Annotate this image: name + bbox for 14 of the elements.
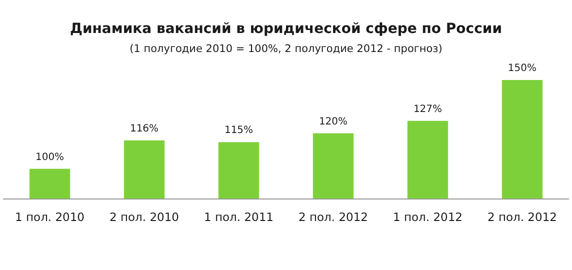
- x-tick-label: 2 пол. 2012: [298, 210, 368, 224]
- x-tick-label: 2 пол. 2010: [110, 210, 179, 224]
- data-label: 120%: [318, 116, 348, 128]
- chart-subtitle: (1 полугодие 2010 = 100%, 2 полугодие 2012 - прогноз): [130, 43, 442, 55]
- x-tick-label: 2 пол. 2012: [487, 210, 557, 224]
- data-label: 116%: [130, 123, 159, 134]
- x-tick-label: 1 пол. 2010: [15, 210, 85, 224]
- data-label: 150%: [508, 63, 537, 74]
- data-label: 115%: [224, 125, 254, 136]
- x-tick-label: 1 пол. 2011: [204, 210, 274, 224]
- data-label: 127%: [413, 104, 442, 115]
- x-tick-label: 1 пол. 2012: [393, 210, 462, 224]
- chart-title: Динамика вакансий в юридической сфере по России: [70, 21, 502, 37]
- data-label: 100%: [35, 152, 64, 163]
